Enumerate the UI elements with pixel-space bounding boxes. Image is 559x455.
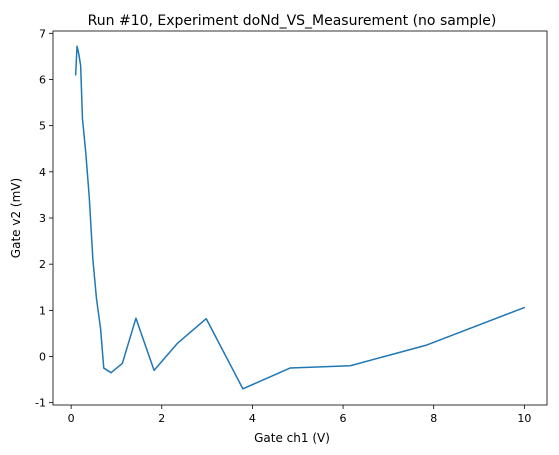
x-tick-label: 4 — [249, 412, 256, 425]
y-tick-label: 2 — [39, 258, 46, 271]
y-tick-label: 4 — [39, 166, 46, 179]
y-tick-label: 6 — [39, 73, 46, 86]
x-tick-label: 8 — [430, 412, 437, 425]
y-axis-label: Gate v2 (mV) — [9, 178, 23, 258]
x-tick-label: 10 — [517, 412, 531, 425]
x-tick-label: 0 — [68, 412, 75, 425]
y-tick-label: -1 — [35, 397, 46, 410]
x-tick-label: 2 — [158, 412, 165, 425]
y-tick-label: 1 — [39, 304, 46, 317]
y-tick-label: 3 — [39, 212, 46, 225]
y-tick-label: 7 — [39, 27, 46, 40]
y-tick-label: 0 — [39, 351, 46, 364]
chart-title: Run #10, Experiment doNd_VS_Measurement … — [88, 13, 497, 29]
x-tick-label: 6 — [340, 412, 347, 425]
x-axis-label: Gate ch1 (V) — [254, 431, 330, 445]
y-tick-label: 5 — [39, 120, 46, 133]
